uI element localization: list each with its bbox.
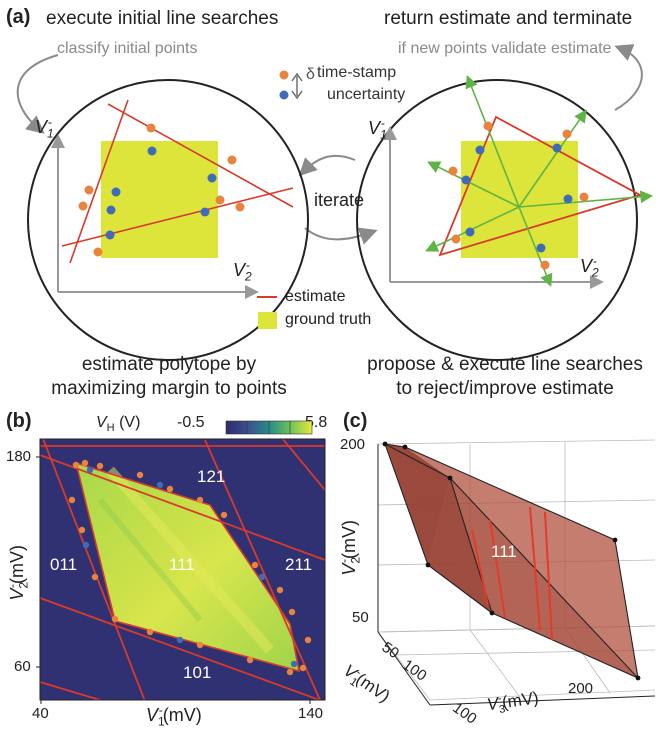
- right-state-circle: [356, 79, 638, 361]
- iterate-arrow-top: [298, 154, 356, 177]
- legend-timestamp-1: time-stamp: [317, 64, 397, 81]
- legend-orange-point: [279, 70, 289, 80]
- c-y-tick-200: 200: [340, 436, 366, 453]
- proposal-lines: [425, 75, 654, 287]
- top-right-title: return estimate and terminate: [384, 8, 633, 29]
- top-right-subtitle: if new points validate estimate: [398, 40, 612, 57]
- estimate-triangle: [438, 115, 643, 257]
- c-z-tick-200: 200: [568, 680, 594, 697]
- estimate-line: [69, 99, 129, 264]
- b-x-axis-label: V1-(mV): [146, 703, 202, 729]
- ground-truth-square-right: [461, 141, 578, 258]
- top-left-subtitle: classify initial points: [57, 40, 198, 57]
- colorbar-label: VH (V): [96, 414, 141, 435]
- b-y-tick-180: 180: [6, 448, 32, 465]
- region-111: 111: [169, 555, 195, 574]
- left-state-circle: [27, 79, 309, 361]
- estimate-line: [61, 187, 294, 247]
- b-y-axis-label: V2-(mV): [5, 544, 31, 601]
- legend-blue-point: [279, 90, 289, 100]
- legend-timestamp-2: uncertainty: [327, 86, 406, 103]
- legend-estimate: estimate: [285, 288, 346, 305]
- b-x-tick-140: 140: [298, 705, 324, 722]
- panel-c-label: (c): [343, 410, 368, 432]
- legend-ground-truth-swatch: [258, 312, 277, 329]
- left-points: [78, 123, 245, 257]
- estimate-line: [107, 103, 294, 208]
- region-211: 211: [285, 555, 313, 574]
- bottom-left-caption-2: maximizing margin to points: [51, 378, 287, 399]
- panel-b-label: (b): [6, 410, 32, 432]
- c-region-111: 111: [491, 542, 517, 561]
- bottom-left-caption-1: estimate polytope by: [81, 354, 257, 375]
- classify-arrow: [16, 54, 59, 134]
- left-axis-v2-label: V2-: [233, 258, 252, 284]
- right-axis-v2-label: V2-: [580, 254, 599, 280]
- left-axis-v1-label: V1-: [35, 115, 54, 141]
- c-y-tick-50: 50: [352, 609, 369, 626]
- c-y-axis-label: V2-(mV): [337, 519, 363, 576]
- terminate-arrow: [614, 44, 643, 111]
- region-101: 101: [183, 663, 212, 682]
- bottom-right-caption-2: to reject/improve estimate: [396, 378, 614, 399]
- panel-a-label: (a): [6, 6, 31, 28]
- legend-delta: δ: [306, 66, 315, 83]
- top-left-title: execute initial line searches: [46, 8, 279, 29]
- ground-truth-square-left: [101, 141, 218, 258]
- iterate-arrow-bottom: [304, 227, 378, 245]
- region-121: 121: [197, 467, 226, 486]
- b-x-tick-40: 40: [32, 705, 49, 722]
- colorbar-min: -0.5: [177, 414, 205, 431]
- right-axis-v1-label: V1-: [368, 116, 387, 142]
- legend-ground-truth: ground truth: [285, 311, 372, 328]
- right-points: [448, 121, 589, 270]
- colorbar-max: 5.8: [305, 414, 328, 431]
- b-y-tick-60: 60: [14, 658, 31, 675]
- iterate-label: iterate: [314, 190, 365, 210]
- region-011: 011: [50, 555, 78, 574]
- bottom-right-caption-1: propose & execute line searches: [367, 354, 643, 375]
